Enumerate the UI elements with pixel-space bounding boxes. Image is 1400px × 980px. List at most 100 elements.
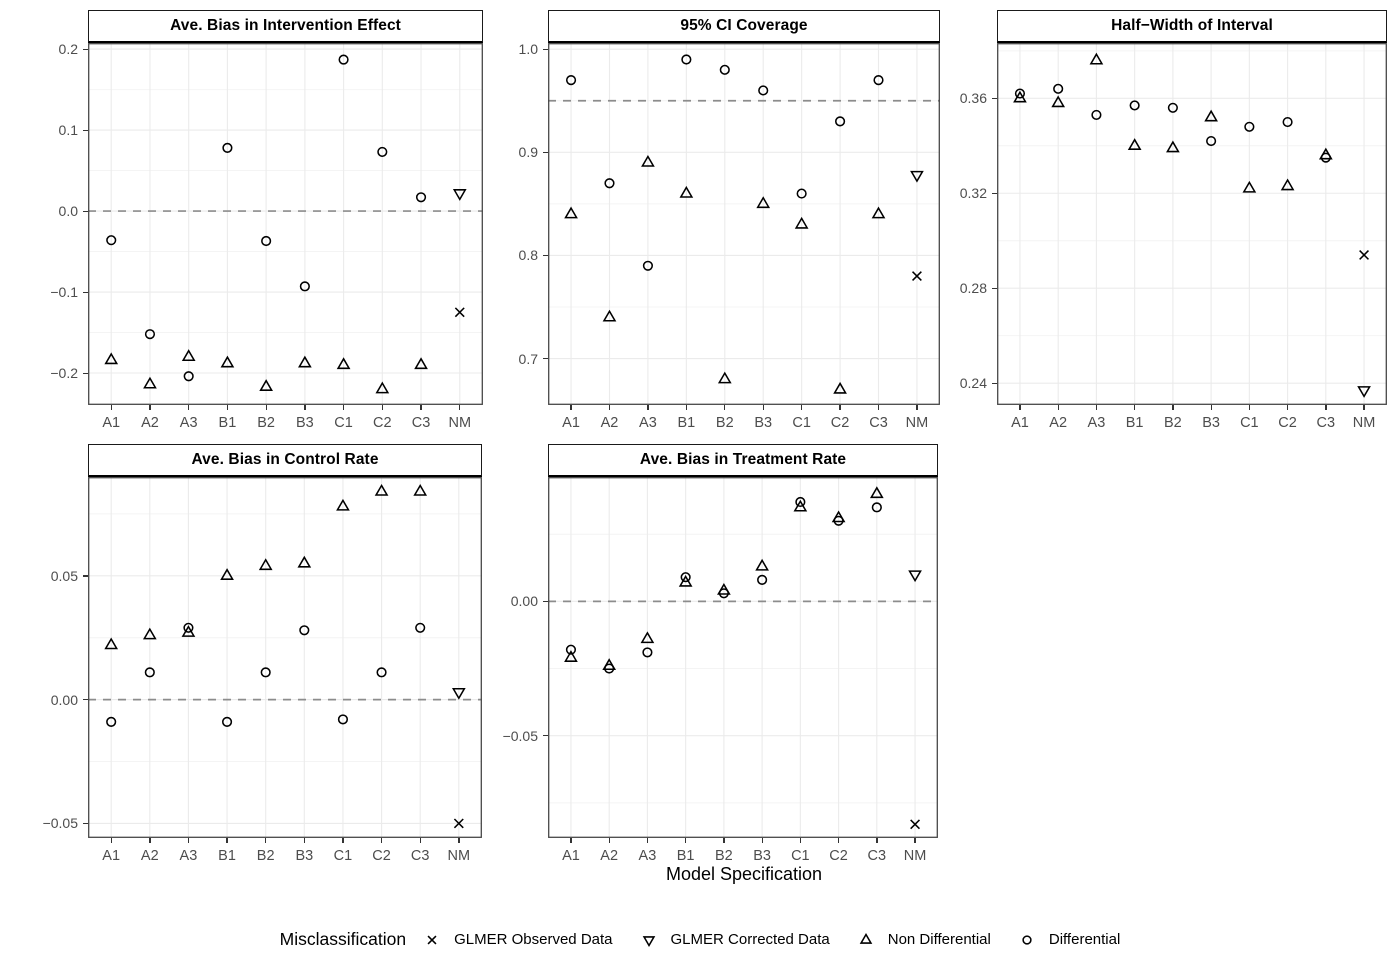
y-tick-label: −0.05 [502,727,538,744]
triangle-up-icon [859,932,873,944]
point-triangle-up-B2 [259,379,273,391]
y-tick-label: 0.28 [959,280,987,297]
facet-strip: Ave. Bias in Intervention Effect [88,10,483,43]
x-tick-mark [1248,405,1251,410]
point-circle-C3 [1320,152,1331,163]
point-triangle-up-B3 [756,196,771,209]
x-tick-label: A3 [179,848,198,864]
point-circle-A2 [144,667,155,678]
x-tick-mark [265,838,267,843]
x-tick-mark [1134,405,1136,410]
x-tick-label: NM [447,848,471,864]
point-circle-A2 [1053,83,1064,94]
x-tick-mark [876,838,878,843]
x-tick-label: B1 [218,848,236,864]
point-triangle-down-NM [452,189,467,201]
x-tick-label: A1 [1011,415,1029,431]
x-tick-mark [1286,405,1289,410]
x-tick-mark [646,838,649,843]
x-tick-label: C2 [372,848,391,864]
x-tick-mark [1210,405,1212,410]
data-points [104,54,467,394]
x-tick-label: B2 [715,415,734,431]
x-tick-label: B1 [676,848,695,864]
y-tick-label: 0.7 [518,350,538,367]
legend-item-x: GLMER Observed Data [422,930,613,950]
y-tick-label: 0.32 [959,185,987,202]
point-triangle-up-C1 [336,498,350,511]
x-tick-mark [458,838,460,843]
y-tick-label: 0.8 [518,247,538,264]
point-triangle-up-B3 [755,558,769,571]
x-tick-mark [837,838,840,843]
x-tick-mark [342,838,344,843]
x-tick-mark [1019,405,1021,410]
point-circle-C2 [376,667,387,678]
x-tick-label: NM [905,415,929,431]
y-tick-mark [543,254,548,257]
x-tick-mark [685,838,687,843]
x-tick-label: A2 [141,415,159,431]
point-x-NM [911,271,922,282]
y-tick-label: 0.00 [50,691,78,708]
x-tick-mark [149,405,151,410]
point-triangle-up-A2 [602,309,617,322]
x-tick-mark [1095,405,1098,410]
y-tick-mark [83,575,88,577]
point-circle-B1 [680,572,691,583]
point-x-NM [1359,250,1370,260]
point-triangle-up-C1 [336,357,351,370]
data-points [1013,52,1371,398]
point-triangle-up-C1 [1242,180,1257,193]
point-circle-B3 [299,625,310,636]
legend-label: Non Differential [887,931,991,948]
point-circle-A1 [565,644,577,655]
point-circle-A3 [183,371,194,382]
plot-area [88,43,483,405]
point-circle-A2 [144,329,156,340]
point-circle-B3 [757,574,768,585]
data-points [564,486,922,830]
x-tick-label: NM [448,415,472,431]
point-triangle-up-B1 [220,568,234,580]
x-tick-label: A1 [562,848,580,864]
point-triangle-up-C3 [413,483,428,496]
x-tick-mark [1363,405,1365,410]
point-triangle-up-C2 [375,381,390,394]
y-tick-label: 0.9 [518,144,538,161]
plot-area [548,43,940,405]
y-tick-mark [83,372,88,374]
legend-label: Differential [1048,931,1121,948]
point-triangle-up-C3 [871,206,886,219]
point-circle-C1 [1244,121,1255,132]
point-triangle-up-B1 [1127,138,1142,150]
x-tick-label: A1 [102,848,121,864]
x-tick-label: A3 [1087,415,1106,431]
facet-title: 95% CI Coverage [680,17,808,34]
y-tick-label: 0.24 [959,375,987,392]
point-x-NM [910,819,921,830]
x-tick-label: B2 [256,848,275,864]
x-tick-label: A3 [639,415,657,431]
y-tick-mark [992,192,997,195]
x-tick-mark [149,838,151,843]
point-triangle-down-NM [910,170,924,183]
point-triangle-up-C3 [414,357,428,370]
x-tick-label: NM [903,848,927,864]
x-tick-label: A2 [1049,415,1068,431]
point-circle-B1 [222,142,233,153]
x-tick-label: C2 [373,415,392,431]
point-triangle-up-B3 [297,555,312,568]
y-tick-label: 0.05 [50,567,78,584]
panel-border [548,43,940,405]
x-tick-label: A2 [600,848,619,864]
point-circle-C2 [835,116,846,127]
point-circle-B1 [1129,100,1140,111]
facet-strip: Ave. Bias in Treatment Rate [548,444,938,477]
x-tick-mark [570,838,572,843]
x-tick-mark [226,838,228,843]
point-triangle-up-A2 [142,627,157,640]
legend-item-triangle-up: Non Differential [856,930,991,950]
x-tick-mark [188,405,190,410]
